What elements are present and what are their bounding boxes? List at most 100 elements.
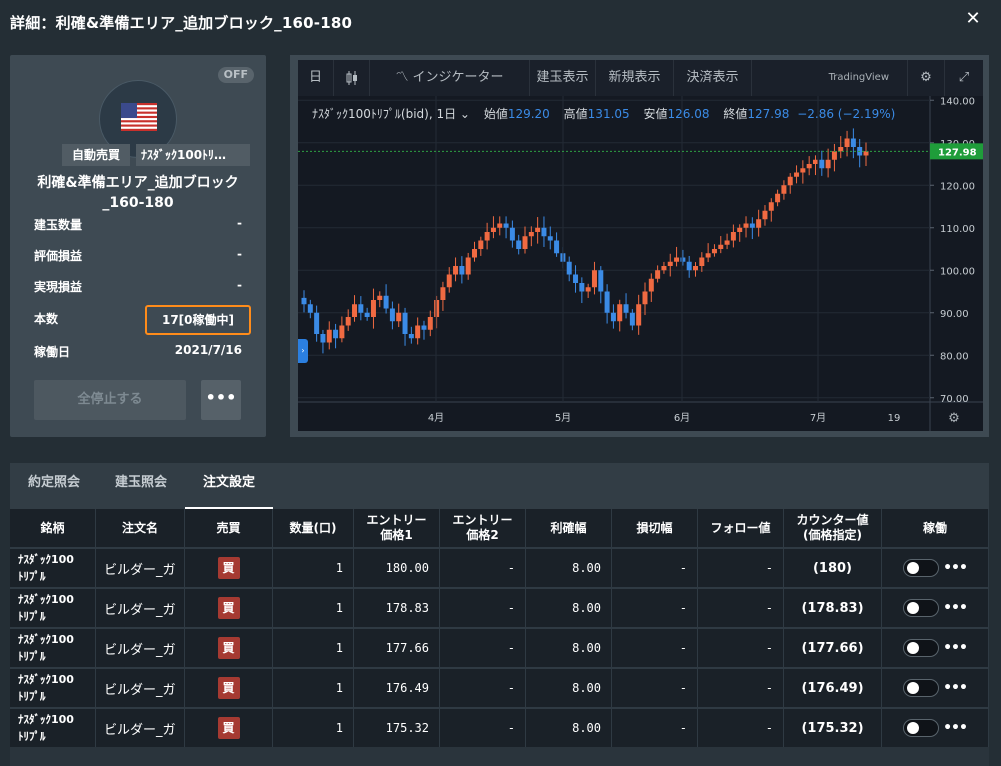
row-value: - <box>237 278 242 292</box>
table-row[interactable]: ﾅｽﾀﾞｯｸ100 ﾄﾘﾌﾟﾙ ビルダー_ガ 買 1 177.66 - 8.00 - - (177.… <box>10 627 989 667</box>
candle-body <box>642 291 648 305</box>
counter-value: (176.49) <box>801 680 864 696</box>
x-tick-label: 6月 <box>674 412 690 424</box>
take-profit: 8.00 <box>572 681 601 695</box>
gear-icon[interactable]: ⚙ <box>907 60 945 96</box>
candle-body <box>326 329 332 343</box>
stop-all-button[interactable]: 全停止する <box>34 380 186 420</box>
candle-body <box>756 219 762 228</box>
candle-body <box>636 304 642 326</box>
counter-value: (180) <box>812 560 853 576</box>
candle-body <box>402 312 408 334</box>
new-display-button[interactable]: 新規表示 <box>596 60 674 96</box>
candle-body <box>465 257 471 275</box>
position-display-button[interactable]: 建玉表示 <box>530 60 596 96</box>
candle-body <box>573 274 579 283</box>
candle-body <box>850 138 856 147</box>
row-more-icon[interactable]: ••• <box>943 640 968 656</box>
close-icon[interactable]: ✕ <box>965 8 981 29</box>
row-more-icon[interactable]: ••• <box>943 560 968 576</box>
table-row[interactable]: ﾅｽﾀﾞｯｸ100 ﾄﾘﾌﾟﾙ ビルダー_ガ 買 1 180.00 - 8.00 - - (180)… <box>10 547 989 587</box>
chart-plot[interactable]: 140.00130.00120.00110.00100.0090.0080.00… <box>298 96 983 431</box>
candle-body <box>787 176 793 186</box>
y-tick-label: 120.00 <box>940 181 975 192</box>
active-toggle[interactable] <box>903 719 940 737</box>
cell-stop-loss: - <box>612 669 698 707</box>
take-profit: 8.00 <box>572 641 601 655</box>
candle-body <box>844 138 850 147</box>
expand-side-tab[interactable]: › <box>298 339 308 363</box>
indicator-button[interactable]: 〽インジケーター <box>370 60 530 96</box>
status-badge[interactable]: OFF <box>217 67 254 83</box>
y-tick-label: 80.00 <box>940 351 969 362</box>
cell-entry1: 176.49 <box>354 669 440 707</box>
tab-executions[interactable]: 約定照会 <box>27 475 80 490</box>
buy-badge: 買 <box>217 637 240 659</box>
cell-follow: - <box>698 669 784 707</box>
counter-value: (177.66) <box>801 640 864 656</box>
tab-positions[interactable]: 建玉照会 <box>114 475 167 490</box>
cell-symbol: ﾅｽﾀﾞｯｸ100 ﾄﾘﾌﾟﾙ <box>10 589 96 627</box>
legend-open: 129.20 <box>507 107 550 121</box>
stop-loss: - <box>679 641 687 655</box>
active-toggle[interactable] <box>903 639 940 657</box>
row-more-icon[interactable]: ••• <box>943 680 968 696</box>
candle-body <box>516 240 522 249</box>
candle-body <box>705 253 711 258</box>
candle-body <box>648 278 654 292</box>
fullscreen-icon[interactable]: ⤢ <box>958 70 970 85</box>
candle-body <box>800 168 806 173</box>
candle-body <box>674 257 680 262</box>
cell-take-profit: 8.00 <box>526 669 612 707</box>
active-toggle[interactable] <box>903 559 940 577</box>
th-entry2: エントリー 価格2 <box>440 509 526 547</box>
cell-order-name: ビルダー_ガ <box>96 549 185 587</box>
cell-follow: - <box>698 549 784 587</box>
candlestick-icon[interactable] <box>334 60 370 96</box>
cell-counter: (180) <box>784 549 882 587</box>
page-title: 詳細：利確&準備エリア_追加ブロック_160-180 <box>10 14 353 32</box>
indicator-icon: 〽 <box>395 70 409 85</box>
cell-order-name: ビルダー_ガ <box>96 669 185 707</box>
settle-display-button[interactable]: 決済表示 <box>674 60 752 96</box>
candle-body <box>497 223 503 228</box>
counter-value: (175.32) <box>801 720 864 736</box>
row-more-icon[interactable]: ••• <box>943 720 968 736</box>
active-toggle[interactable] <box>903 679 940 697</box>
cell-entry1: 177.66 <box>354 629 440 667</box>
candle-body <box>370 300 376 317</box>
candle-body <box>408 334 414 339</box>
follow-value: - <box>765 561 773 575</box>
table-row[interactable]: ﾅｽﾀﾞｯｸ100 ﾄﾘﾌﾟﾙ ビルダー_ガ 買 1 176.49 - 8.00 - - (176.… <box>10 667 989 707</box>
stop-loss: - <box>679 601 687 615</box>
cell-stop-loss: - <box>612 709 698 747</box>
strategy-name: 利確&準備エリア_追加ブロック _160-180 <box>10 173 266 213</box>
symbol-line1: ﾅｽﾀﾞｯｸ100 <box>18 673 74 686</box>
cell-take-profit: 8.00 <box>526 589 612 627</box>
interval-button[interactable]: 日 <box>298 60 334 96</box>
candle-body <box>345 317 351 326</box>
cell-qty: 1 <box>273 709 354 747</box>
candle-body <box>333 329 339 339</box>
toggle-knob <box>907 642 920 654</box>
candlestick-chart: 140.00130.00120.00110.00100.0090.0080.00… <box>298 96 983 431</box>
modal-header: 詳細：利確&準備エリア_追加ブロック_160-180 ✕ <box>0 0 1001 44</box>
stop-loss: - <box>679 721 687 735</box>
row-more-icon[interactable]: ••• <box>943 600 968 616</box>
strategy-name-line2: _160-180 <box>102 195 174 211</box>
more-button[interactable]: ••• <box>201 380 241 420</box>
candle-body <box>471 249 477 258</box>
active-toggle[interactable] <box>903 599 940 617</box>
qty: 1 <box>335 721 343 735</box>
toggle-knob <box>907 562 920 574</box>
table-row[interactable]: ﾅｽﾀﾞｯｸ100 ﾄﾘﾌﾟﾙ ビルダー_ガ 買 1 175.32 - 8.00 - - (175.… <box>10 707 989 747</box>
candle-body <box>781 185 787 194</box>
order-name: ビルダー_ガ <box>104 642 176 658</box>
tab-order-settings[interactable]: 注文設定 <box>185 463 273 509</box>
cell-side: 買 <box>185 669 273 707</box>
candle-body <box>547 236 553 241</box>
table-row[interactable]: ﾅｽﾀﾞｯｸ100 ﾄﾘﾌﾟﾙ ビルダー_ガ 買 1 178.83 - 8.00 - - (178.… <box>10 587 989 627</box>
counter-value: (178.83) <box>801 600 864 616</box>
candle-body <box>806 164 812 169</box>
candle-body <box>301 297 307 305</box>
